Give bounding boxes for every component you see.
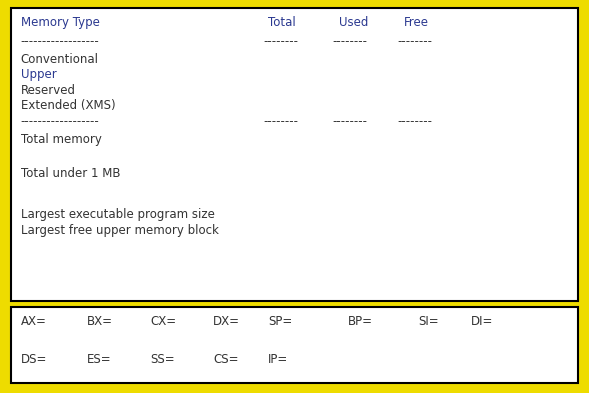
- Text: DS=: DS=: [21, 353, 47, 366]
- Bar: [11, 8, 578, 301]
- Text: Memory Type: Memory Type: [21, 17, 100, 29]
- Text: Upper: Upper: [21, 68, 57, 81]
- Text: CX=: CX=: [150, 315, 176, 328]
- Text: CS=: CS=: [213, 353, 239, 366]
- Text: ES=: ES=: [87, 353, 112, 366]
- Text: Free: Free: [403, 17, 428, 29]
- Text: ------------------: ------------------: [21, 35, 100, 48]
- Text: --------: --------: [263, 116, 298, 129]
- Text: Largest free upper memory block: Largest free upper memory block: [21, 224, 219, 237]
- Bar: [11, 307, 578, 383]
- Text: SS=: SS=: [150, 353, 175, 366]
- Text: IP=: IP=: [268, 353, 288, 366]
- Text: ------------------: ------------------: [21, 116, 100, 129]
- Text: Used: Used: [339, 17, 368, 29]
- Text: AX=: AX=: [21, 315, 47, 328]
- Text: BX=: BX=: [87, 315, 113, 328]
- Text: --------: --------: [333, 116, 368, 129]
- Text: BP=: BP=: [348, 315, 372, 328]
- Text: SP=: SP=: [268, 315, 292, 328]
- Text: Reserved: Reserved: [21, 84, 75, 97]
- Text: Conventional: Conventional: [21, 53, 98, 66]
- Text: Extended (XMS): Extended (XMS): [21, 99, 115, 112]
- Text: Largest executable program size: Largest executable program size: [21, 208, 214, 221]
- Text: Total: Total: [268, 17, 296, 29]
- Text: --------: --------: [333, 35, 368, 48]
- Text: --------: --------: [398, 35, 432, 48]
- Text: DX=: DX=: [213, 315, 240, 328]
- Text: Total under 1 MB: Total under 1 MB: [21, 167, 120, 180]
- Text: --------: --------: [398, 116, 432, 129]
- Text: Total memory: Total memory: [21, 133, 101, 146]
- Text: DI=: DI=: [471, 315, 494, 328]
- Text: --------: --------: [263, 35, 298, 48]
- Text: SI=: SI=: [418, 315, 439, 328]
